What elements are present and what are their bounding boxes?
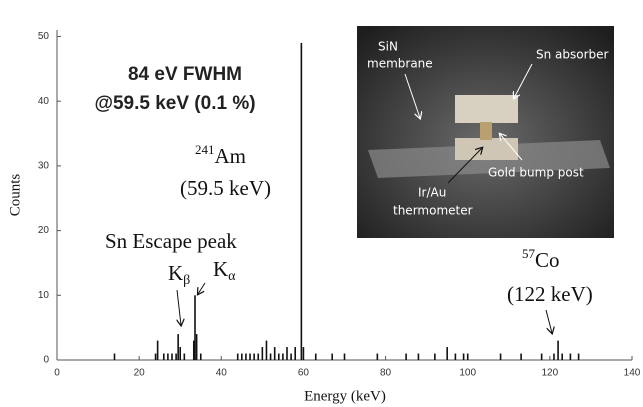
am-energy: (59.5 keV) [180,176,271,200]
bar [463,354,465,360]
bar [282,354,284,360]
bar [520,354,522,360]
bar [344,354,346,360]
bar [245,354,247,360]
bar [303,347,305,360]
inset-label: thermometer [393,204,473,218]
bar [237,354,239,360]
bar [286,347,288,360]
k-beta-sub: β [183,273,190,288]
bar [557,341,559,360]
co-sup: 57 [522,246,536,261]
bar [163,354,165,360]
bar [331,354,333,360]
fwhm-label: 84 eV FWHM [128,64,242,85]
co-energy: (122 keV) [507,282,593,306]
k-alpha-k: K [213,257,228,281]
am-name: Am [215,144,247,168]
bar [315,354,317,360]
bar [184,354,186,360]
absorber [455,95,518,123]
y-axis-label: Counts [7,174,23,217]
bar [294,347,296,360]
bar [467,354,469,360]
bar [179,347,181,360]
y-tick-label: 0 [43,355,49,366]
bar [434,354,436,360]
post [480,122,492,140]
bar [249,354,251,360]
bar [377,354,379,360]
bar [200,354,202,360]
bar [270,354,272,360]
am-sup: 241 [195,142,215,157]
co-label: 57Co [522,246,560,272]
bar [114,354,116,360]
bar [500,354,502,360]
am-label: 241Am [195,142,246,168]
bar [418,354,420,360]
x-tick-label: 0 [54,368,60,379]
bar [274,347,276,360]
bar [405,354,407,360]
bar [253,354,255,360]
bar [570,354,572,360]
inset-label: SiN [378,40,398,54]
bar [196,334,198,360]
k-beta-k: K [168,261,183,285]
bar [175,354,177,360]
bar [241,354,243,360]
x-tick-label: 80 [380,368,392,379]
arrow [546,310,552,333]
bar [171,354,173,360]
bar [167,354,169,360]
absorber [455,138,518,160]
bar [278,354,280,360]
bar [290,354,292,360]
chart: 0 10 20 30 40 50 0 20 40 60 80 100 120 140 Counts Ene… [0,0,643,407]
inset-label: membrane [367,57,433,71]
x-axis-label: Energy (keV) [304,388,386,404]
bar [262,347,264,360]
y-tick-label: 10 [38,290,50,301]
bar [177,334,179,360]
bar [553,354,555,360]
bar [446,347,448,360]
inset-photo: SiN membrane Sn absorber Gold bump post … [357,26,614,238]
escape-label: Sn Escape peak [105,229,237,253]
k-alpha: Kα [213,257,236,284]
y-tick-label: 50 [38,31,50,42]
inset-label: Gold bump post [488,166,584,180]
x-tick-label: 140 [624,368,641,379]
x-tick-label: 100 [459,368,476,379]
bar [301,43,303,360]
y-tick-label: 30 [38,161,50,172]
y-tick-label: 20 [38,225,50,236]
co-name: Co [535,248,560,272]
fwhm-energy: @59.5 keV (0.1 %) [94,93,255,114]
bar [541,354,543,360]
inset-label: Ir/Au [418,186,446,200]
x-tick-label: 120 [542,368,559,379]
bar [257,354,259,360]
bar [455,354,457,360]
bar [561,354,563,360]
inset-label: Sn absorber [536,48,609,62]
y-tick-label: 40 [38,96,50,107]
bar [578,354,580,360]
x-tick-label: 20 [134,368,146,379]
bar [157,341,159,360]
bar [266,341,268,360]
arrow [177,290,181,325]
arrow [198,283,205,294]
k-beta: Kβ [168,261,190,288]
k-alpha-sub: α [228,269,236,284]
x-tick-label: 60 [298,368,310,379]
bar [155,354,157,360]
bar [194,295,196,360]
x-tick-label: 40 [216,368,228,379]
